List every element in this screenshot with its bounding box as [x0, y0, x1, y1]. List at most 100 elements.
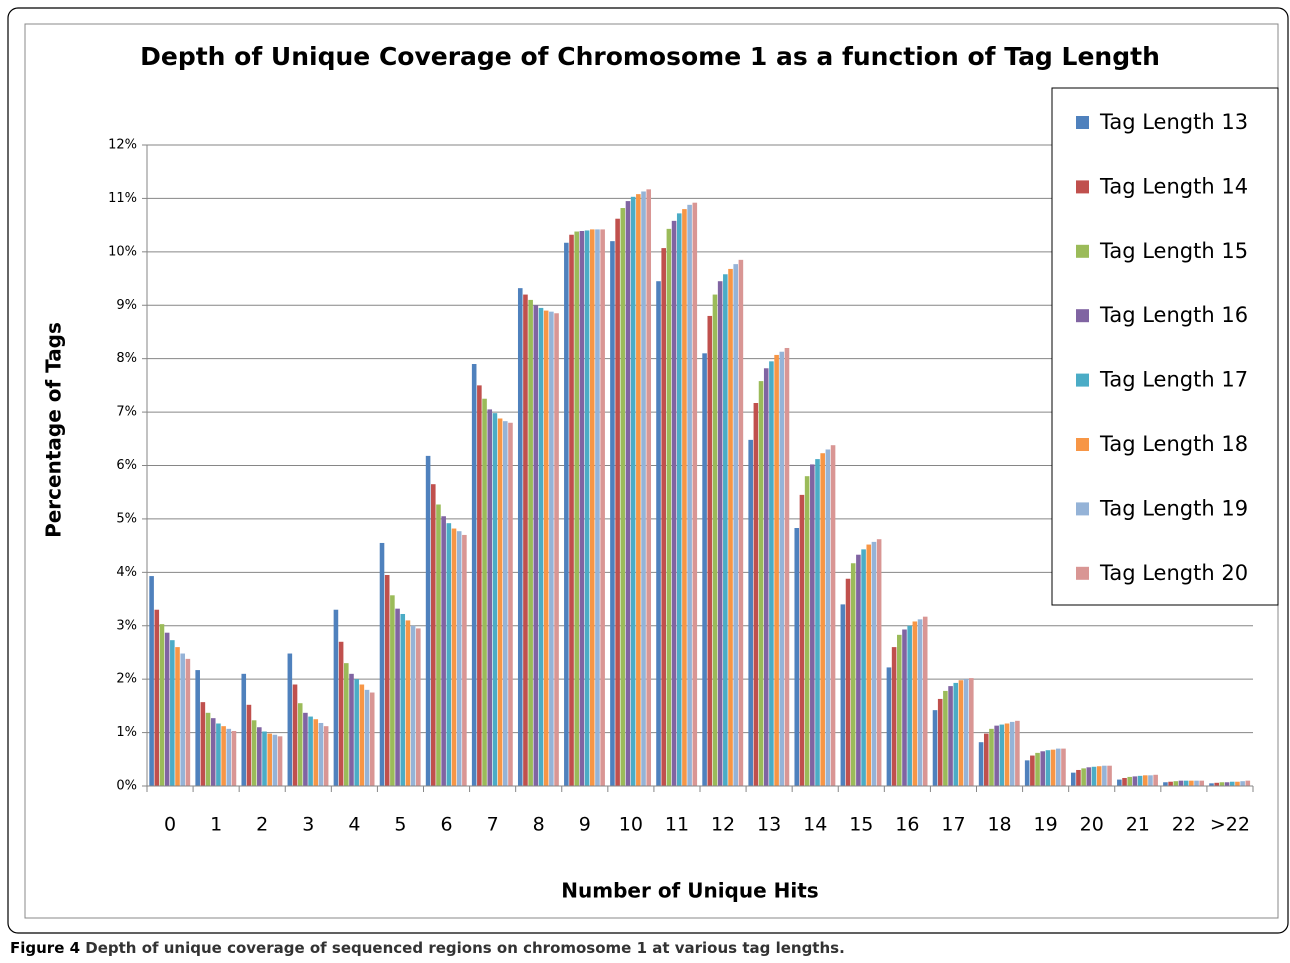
bar: [1132, 776, 1138, 786]
bar: [600, 229, 605, 787]
bar: [149, 576, 154, 786]
bar: [359, 684, 365, 786]
bar: [451, 528, 457, 786]
bar: [364, 689, 370, 786]
bar: [779, 351, 785, 786]
x-tick-label: 2: [256, 814, 268, 836]
bar: [482, 398, 487, 786]
bar: [1055, 748, 1061, 786]
bar: [886, 667, 892, 786]
caption-text: Depth of unique coverage of sequenced re…: [80, 939, 845, 957]
bar: [1040, 751, 1046, 786]
bar: [1004, 723, 1010, 786]
bar: [287, 653, 293, 786]
bar: [1224, 782, 1230, 786]
bar: [682, 209, 687, 787]
bar: [748, 439, 753, 786]
bar: [549, 311, 554, 786]
bar: [661, 248, 666, 786]
bar: [379, 542, 385, 786]
bar: [543, 310, 549, 786]
legend-swatch: [1076, 373, 1089, 387]
chart-title: Depth of Unique Coverage of Chromosome 1…: [140, 42, 1160, 71]
bar: [1030, 755, 1035, 786]
bar: [1137, 775, 1143, 786]
legend-swatch: [1076, 309, 1089, 323]
bar: [702, 353, 707, 786]
y-tick-label: 0%: [116, 779, 137, 794]
x-tick-label: 10: [619, 814, 643, 836]
bar: [769, 361, 774, 786]
bar: [1240, 781, 1245, 786]
x-tick-label: 20: [1080, 814, 1104, 836]
legend-swatch: [1076, 116, 1089, 129]
bar: [159, 624, 165, 786]
bar: [897, 634, 902, 786]
legend-swatch: [1076, 180, 1089, 194]
bar: [1183, 780, 1189, 786]
x-tick-label: 6: [440, 814, 452, 836]
x-tick-label: 12: [711, 814, 735, 836]
bar: [850, 563, 856, 786]
bar: [323, 726, 329, 786]
bar: [804, 476, 810, 786]
x-tick-label: 3: [302, 814, 314, 836]
bar: [717, 281, 723, 786]
bar: [589, 229, 595, 787]
bar: [646, 189, 652, 787]
bar: [528, 299, 533, 786]
bar: [523, 294, 528, 786]
y-tick-label: 10%: [108, 244, 137, 259]
bar: [1107, 765, 1112, 786]
legend-box: [1051, 87, 1279, 606]
bar: [272, 734, 278, 786]
bar: [1219, 782, 1225, 786]
bar: [866, 544, 872, 786]
bar: [758, 381, 764, 786]
bar: [221, 726, 226, 786]
bar: [733, 264, 738, 787]
bar: [185, 658, 191, 786]
bar: [164, 632, 170, 786]
bar: [262, 731, 267, 786]
bar: [932, 710, 938, 786]
bar: [983, 733, 989, 786]
bar: [170, 640, 175, 786]
bar: [1061, 748, 1066, 786]
legend-label: Tag Length 20: [1099, 561, 1248, 585]
bar: [318, 722, 324, 786]
bar: [891, 647, 897, 786]
bar: [1168, 781, 1173, 786]
bar: [687, 204, 692, 786]
caption-label: Figure 4: [10, 939, 80, 957]
bar: [1050, 749, 1056, 786]
bar: [277, 736, 283, 786]
y-tick-label: 1%: [116, 725, 137, 740]
x-tick-label: 11: [665, 814, 689, 836]
x-tick-label: 9: [579, 814, 591, 836]
bar: [333, 609, 339, 786]
bar: [610, 241, 615, 786]
bar: [297, 703, 303, 786]
bar: [953, 682, 959, 786]
bar: [978, 742, 984, 786]
y-tick-label: 11%: [108, 191, 137, 206]
legend-swatch: [1076, 244, 1089, 258]
bar: [763, 368, 769, 786]
bar: [216, 723, 221, 786]
bar: [630, 196, 636, 787]
bar: [497, 418, 503, 786]
bar: [292, 684, 298, 786]
bar: [774, 354, 779, 786]
bar: [1081, 768, 1086, 786]
bar: [487, 409, 493, 786]
bar: [517, 288, 523, 786]
bar: [267, 733, 272, 786]
legend-swatch: [1076, 566, 1089, 580]
bar: [922, 616, 928, 786]
bar: [1122, 777, 1127, 786]
bar: [1086, 767, 1092, 786]
legend-label: Tag Length 18: [1099, 432, 1248, 456]
